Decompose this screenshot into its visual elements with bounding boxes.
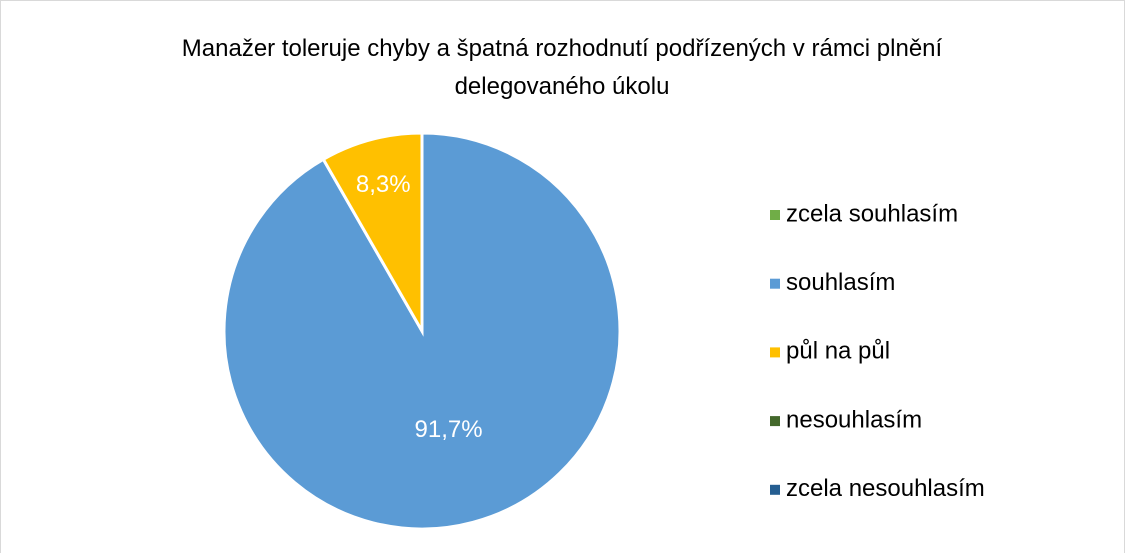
- data-label: 8,3%: [356, 171, 411, 198]
- pie-slice: [321, 131, 424, 337]
- legend-swatch: [770, 210, 780, 220]
- legend-label: nesouhlasím: [786, 406, 922, 433]
- legend-swatch: [770, 347, 780, 358]
- legend-swatch: [770, 416, 780, 427]
- legend-label: souhlasím: [786, 269, 895, 296]
- legend-swatch: [770, 278, 780, 289]
- legend-label: zcela nesouhlasím: [786, 475, 985, 502]
- legend-label: půl na půl: [786, 338, 890, 365]
- data-label: 91,7%: [415, 416, 483, 443]
- pie-slice: [222, 131, 622, 531]
- legend-label: zcela souhlasím: [786, 200, 958, 227]
- chart-title: Manažer toleruje chyby a špatná rozhodnu…: [181, 35, 943, 100]
- legend-swatch: [770, 484, 780, 495]
